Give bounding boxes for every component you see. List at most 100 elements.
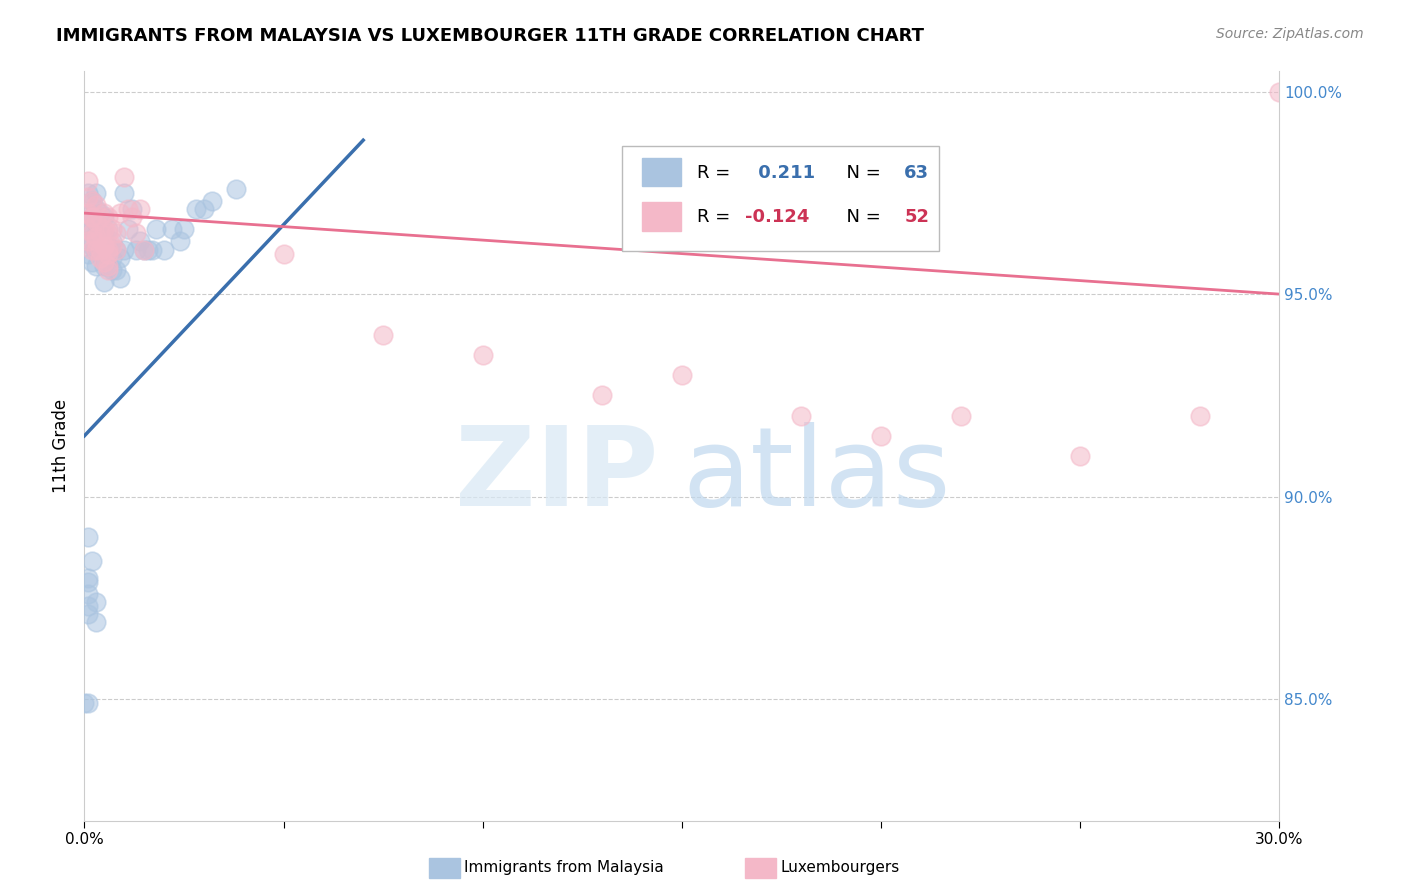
Point: [101, 222, 124, 236]
Point: [77, 571, 100, 585]
Point: [86, 615, 108, 630]
Point: [93, 206, 115, 220]
Point: [97, 259, 120, 273]
Text: Source: ZipAtlas.com: Source: ZipAtlas.com: [1216, 27, 1364, 41]
Point: [86, 235, 108, 249]
Point: [145, 222, 167, 236]
Point: [82, 194, 104, 208]
Point: [373, 327, 395, 342]
Text: ZIP: ZIP: [454, 423, 658, 530]
Point: [73, 696, 96, 710]
Text: atlas: atlas: [682, 423, 950, 530]
Point: [110, 206, 132, 220]
Point: [93, 210, 115, 224]
Text: Luxembourgers: Luxembourgers: [780, 861, 900, 875]
Text: N =: N =: [835, 163, 886, 181]
Point: [132, 243, 156, 257]
Point: [77, 574, 100, 589]
Text: R =: R =: [697, 163, 737, 181]
Point: [82, 210, 104, 224]
Point: [870, 429, 893, 443]
Point: [105, 262, 128, 277]
Point: [89, 227, 111, 241]
Point: [141, 243, 163, 257]
Point: [93, 254, 115, 268]
Point: [77, 599, 100, 613]
Point: [77, 235, 100, 249]
Point: [121, 202, 143, 216]
Point: [93, 259, 115, 273]
Point: [89, 222, 111, 236]
Point: [89, 210, 111, 224]
Point: [949, 409, 972, 423]
Point: [86, 595, 108, 609]
Point: [125, 227, 148, 241]
Point: [273, 246, 295, 260]
Text: IMMIGRANTS FROM MALAYSIA VS LUXEMBOURGER 11TH GRADE CORRELATION CHART: IMMIGRANTS FROM MALAYSIA VS LUXEMBOURGER…: [56, 27, 924, 45]
FancyBboxPatch shape: [643, 202, 681, 231]
Point: [471, 348, 494, 362]
Point: [97, 243, 120, 257]
Point: [160, 222, 183, 236]
Point: [97, 238, 120, 252]
Point: [105, 243, 128, 257]
Point: [77, 587, 100, 601]
Point: [82, 210, 104, 224]
Point: [184, 202, 207, 216]
Text: 63: 63: [904, 163, 929, 181]
Text: N =: N =: [835, 209, 886, 227]
Point: [193, 202, 215, 216]
Text: -0.124: -0.124: [745, 209, 810, 227]
Point: [112, 186, 135, 200]
Point: [82, 194, 104, 208]
Point: [77, 186, 100, 200]
Point: [97, 227, 120, 241]
Point: [1268, 85, 1291, 99]
Point: [105, 227, 128, 241]
Point: [112, 243, 135, 257]
Point: [89, 243, 111, 257]
Point: [93, 238, 115, 252]
Point: [77, 222, 100, 236]
Point: [97, 222, 120, 236]
Point: [86, 243, 108, 257]
Text: 0.211: 0.211: [752, 163, 815, 181]
Point: [82, 243, 104, 257]
Point: [153, 243, 176, 257]
Point: [82, 254, 104, 268]
Point: [225, 182, 247, 196]
Point: [86, 227, 108, 241]
Point: [86, 198, 108, 212]
Point: [117, 222, 139, 236]
Point: [121, 210, 143, 224]
Point: [86, 214, 108, 228]
Point: [93, 222, 115, 236]
Text: R =: R =: [697, 209, 737, 227]
Point: [82, 238, 104, 252]
Point: [117, 202, 139, 216]
Point: [82, 222, 104, 236]
Point: [86, 186, 108, 200]
Point: [93, 238, 115, 252]
Point: [77, 530, 100, 544]
Point: [201, 194, 224, 208]
Point: [93, 238, 115, 252]
Point: [129, 235, 152, 249]
Point: [112, 169, 135, 184]
Point: [77, 235, 100, 249]
Point: [97, 259, 120, 273]
Point: [89, 206, 111, 220]
Point: [77, 206, 100, 220]
Point: [82, 210, 104, 224]
Point: [89, 251, 111, 265]
Point: [1188, 409, 1211, 423]
Point: [77, 174, 100, 188]
Text: Immigrants from Malaysia: Immigrants from Malaysia: [464, 861, 664, 875]
Point: [132, 243, 156, 257]
Point: [86, 230, 108, 244]
Text: 52: 52: [904, 209, 929, 227]
Point: [101, 251, 124, 265]
Point: [93, 227, 115, 241]
Point: [86, 202, 108, 216]
Point: [101, 235, 124, 249]
